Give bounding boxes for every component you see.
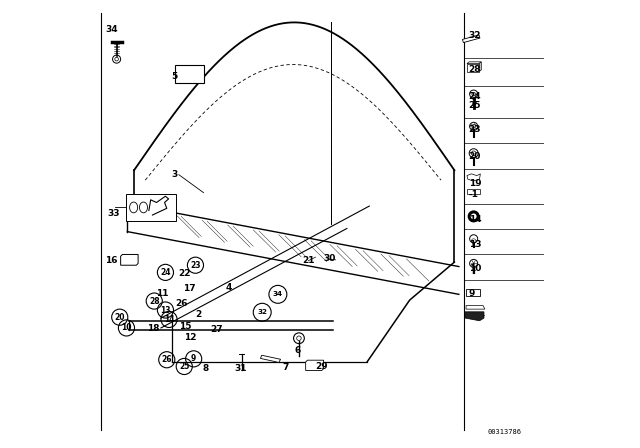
Polygon shape — [467, 174, 481, 181]
Text: 12: 12 — [184, 333, 196, 342]
Text: 25: 25 — [179, 362, 189, 371]
Polygon shape — [260, 355, 280, 362]
Text: 14: 14 — [468, 215, 481, 224]
Text: 8: 8 — [202, 364, 209, 373]
Text: 10: 10 — [468, 264, 481, 273]
Text: 4: 4 — [226, 283, 232, 292]
Text: -1: -1 — [468, 190, 479, 199]
Text: 22: 22 — [178, 269, 191, 278]
Polygon shape — [467, 62, 481, 64]
Polygon shape — [467, 189, 481, 194]
Text: 13: 13 — [160, 306, 171, 314]
Text: 13: 13 — [468, 240, 481, 249]
Text: 00313786: 00313786 — [488, 430, 522, 435]
FancyBboxPatch shape — [125, 194, 176, 221]
Polygon shape — [466, 306, 485, 309]
Text: 30: 30 — [323, 254, 335, 263]
Text: 20: 20 — [468, 152, 481, 161]
Polygon shape — [306, 360, 324, 370]
Polygon shape — [465, 312, 484, 321]
Text: 27: 27 — [211, 325, 223, 334]
Text: 2: 2 — [195, 310, 202, 319]
Text: 18: 18 — [148, 324, 160, 333]
Text: 25: 25 — [468, 101, 481, 110]
Text: 19: 19 — [468, 179, 481, 188]
Circle shape — [472, 125, 476, 128]
Text: 32: 32 — [468, 31, 481, 40]
Text: 31: 31 — [234, 364, 246, 373]
Polygon shape — [463, 35, 480, 43]
Text: 32: 32 — [257, 309, 268, 315]
Text: 11: 11 — [157, 289, 169, 298]
Text: 9: 9 — [191, 354, 196, 363]
Text: 3: 3 — [172, 170, 177, 179]
Text: 29: 29 — [315, 362, 328, 371]
Text: 15: 15 — [179, 322, 191, 331]
Polygon shape — [479, 62, 481, 72]
Text: 23: 23 — [468, 125, 481, 134]
Text: 9: 9 — [468, 289, 475, 298]
Text: 23: 23 — [190, 261, 201, 270]
Polygon shape — [121, 254, 138, 265]
Polygon shape — [467, 64, 479, 72]
FancyBboxPatch shape — [96, 0, 544, 448]
Text: 21: 21 — [302, 256, 315, 265]
Text: 26: 26 — [175, 299, 188, 308]
Text: 34: 34 — [105, 25, 118, 34]
Text: 24: 24 — [160, 268, 171, 277]
Text: 20: 20 — [115, 313, 125, 322]
Text: 10: 10 — [121, 323, 132, 332]
Text: 34: 34 — [273, 291, 283, 297]
Text: 24: 24 — [468, 92, 481, 101]
Text: 28: 28 — [149, 297, 159, 306]
Text: 16: 16 — [105, 256, 118, 265]
Text: 14: 14 — [164, 315, 174, 324]
Text: 26: 26 — [161, 355, 172, 364]
Text: 7: 7 — [283, 363, 289, 372]
Text: 5: 5 — [172, 72, 177, 81]
FancyBboxPatch shape — [467, 289, 480, 296]
Text: 33: 33 — [108, 209, 120, 218]
FancyBboxPatch shape — [175, 65, 204, 83]
Text: 17: 17 — [184, 284, 196, 293]
Text: 6: 6 — [294, 346, 300, 355]
Text: 28: 28 — [468, 65, 481, 74]
